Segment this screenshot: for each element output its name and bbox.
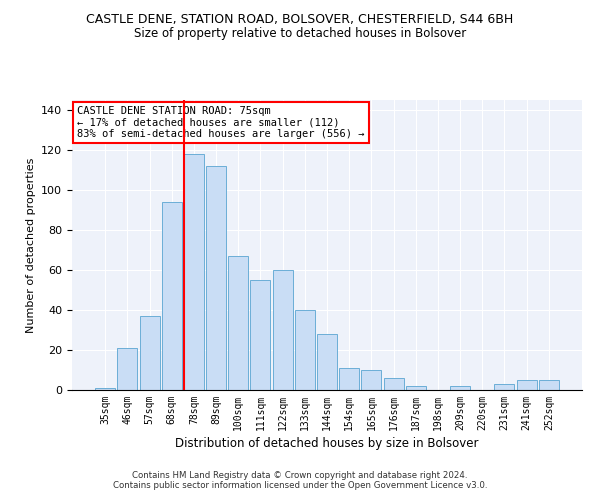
- Y-axis label: Number of detached properties: Number of detached properties: [26, 158, 35, 332]
- Text: CASTLE DENE STATION ROAD: 75sqm
← 17% of detached houses are smaller (112)
83% o: CASTLE DENE STATION ROAD: 75sqm ← 17% of…: [77, 106, 365, 139]
- Bar: [140, 316, 160, 390]
- Bar: [317, 334, 337, 390]
- Text: Contains public sector information licensed under the Open Government Licence v3: Contains public sector information licen…: [113, 480, 487, 490]
- Bar: [206, 166, 226, 390]
- Bar: [383, 378, 404, 390]
- Bar: [539, 380, 559, 390]
- Bar: [406, 386, 426, 390]
- Bar: [494, 384, 514, 390]
- Bar: [95, 388, 115, 390]
- Bar: [450, 386, 470, 390]
- Bar: [228, 256, 248, 390]
- Bar: [361, 370, 382, 390]
- Text: Size of property relative to detached houses in Bolsover: Size of property relative to detached ho…: [134, 28, 466, 40]
- Bar: [295, 310, 315, 390]
- Text: CASTLE DENE, STATION ROAD, BOLSOVER, CHESTERFIELD, S44 6BH: CASTLE DENE, STATION ROAD, BOLSOVER, CHE…: [86, 12, 514, 26]
- Bar: [339, 368, 359, 390]
- X-axis label: Distribution of detached houses by size in Bolsover: Distribution of detached houses by size …: [175, 437, 479, 450]
- Bar: [517, 380, 536, 390]
- Bar: [162, 202, 182, 390]
- Bar: [272, 270, 293, 390]
- Bar: [118, 348, 137, 390]
- Bar: [184, 154, 204, 390]
- Bar: [250, 280, 271, 390]
- Text: Contains HM Land Registry data © Crown copyright and database right 2024.: Contains HM Land Registry data © Crown c…: [132, 470, 468, 480]
